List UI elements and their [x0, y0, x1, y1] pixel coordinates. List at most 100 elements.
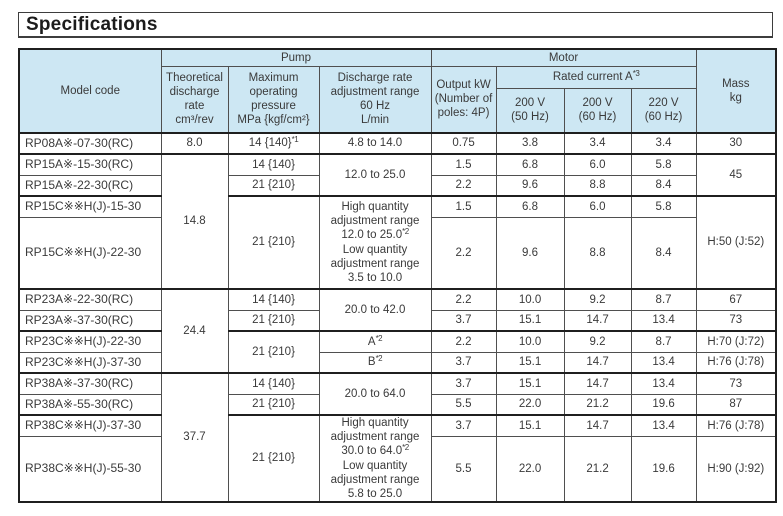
header-motor-group: Motor	[430, 48, 697, 67]
output-kw-cell: 2.2	[430, 330, 497, 353]
discharge-range-cell: 4.8 to 14.0	[318, 132, 432, 155]
current-220v-60hz-cell: 13.4	[630, 309, 697, 332]
output-kw-cell: 2.2	[430, 288, 497, 311]
current-200v-60hz-cell: 8.8	[563, 174, 632, 197]
output-kw-cell: 3.7	[430, 414, 497, 437]
output-kw-cell: 2.2	[430, 174, 497, 197]
current-200v-60hz-cell: 21.2	[563, 435, 632, 503]
model-code-cell: RP38A※-37-30(RC)	[18, 372, 162, 395]
page-title: Specifications	[26, 13, 158, 35]
mass-cell: 73	[695, 372, 777, 395]
header-row-groups: Model code Pump Motor Mass kg	[18, 48, 777, 134]
current-220v-60hz-cell: 8.7	[630, 330, 697, 353]
current-220v-60hz-cell: 8.4	[630, 174, 697, 197]
table-row: RP08A※-07-30(RC) 8.0 14 {140}*1 4.8 to 1…	[18, 132, 777, 155]
current-220v-60hz-cell: 3.4	[630, 132, 697, 155]
table-row: RP38A※-37-30(RC) 37.7 14 {140} 20.0 to 6…	[18, 372, 777, 503]
output-kw-cell: 0.75	[430, 132, 497, 155]
current-200v-60hz-cell: 6.0	[563, 153, 632, 176]
discharge-range-cell: 12.0 to 25.0	[318, 153, 432, 197]
current-220v-60hz-cell: 5.8	[630, 195, 697, 218]
current-220v-60hz-cell: 13.4	[630, 414, 697, 437]
table-row: RP38C※※H(J)-55-30 5.5 22.0 21.2 19.6 H:9…	[18, 435, 777, 503]
current-200v-50hz-cell: 15.1	[495, 372, 565, 395]
current-220v-60hz-cell: 8.4	[630, 216, 697, 290]
current-200v-60hz-cell: 14.7	[563, 351, 632, 374]
table-header: Model code Pump Motor Mass kg Theoretica…	[18, 48, 777, 134]
header-max-pressure: Maximum operating pressure MPa {kgf/cm²}	[227, 65, 320, 134]
current-200v-60hz-cell: 14.7	[563, 372, 632, 395]
current-220v-60hz-cell: 13.4	[630, 372, 697, 395]
current-200v-60hz-cell: 6.0	[563, 195, 632, 218]
model-code-cell: RP08A※-07-30(RC)	[18, 132, 162, 155]
header-row-voltages: 200 V (50 Hz) 200 V (60 Hz) 220 V (60 Hz…	[19, 87, 776, 134]
table-row: RP23C※※H(J)-37-30 B*2 3.7 15.1 14.7 13.4…	[18, 351, 777, 374]
pressure-cell: 21 {210}	[227, 309, 320, 332]
current-200v-60hz-cell: 14.7	[563, 309, 632, 332]
model-code-cell: RP15C※※H(J)-22-30	[18, 216, 162, 290]
pressure-cell: 21 {210}	[227, 174, 320, 197]
table-row: RP23A※-22-30(RC) 24.4 14 {140} 20.0 to 4…	[18, 288, 777, 374]
header-row-sub: Theoretical discharge rate cm³/rev Maxim…	[19, 65, 776, 134]
header-220v-60hz: 220 V (60 Hz)	[630, 87, 697, 134]
header-discharge-range: Discharge rate adjustment range 60 Hz L/…	[318, 65, 432, 134]
current-200v-60hz-cell: 21.2	[563, 393, 632, 416]
output-kw-cell: 5.5	[430, 393, 497, 416]
theoretical-discharge-cell: 24.4	[160, 288, 229, 374]
current-200v-50hz-cell: 15.1	[495, 351, 565, 374]
current-220v-60hz-cell: 13.4	[630, 351, 697, 374]
specifications-table: Model code Pump Motor Mass kg Theoretica…	[18, 48, 778, 503]
pressure-cell: 14 {140}	[227, 372, 320, 395]
header-rated-current: Rated current A*3	[495, 65, 697, 89]
header-200v-60hz: 200 V (60 Hz)	[563, 87, 632, 134]
header-output-kw: Output kW (Number of poles: 4P)	[430, 65, 497, 134]
mass-cell: H:76 (J:78)	[695, 351, 777, 374]
discharge-range-cell: A*2	[318, 330, 432, 353]
theoretical-discharge-cell: 37.7	[160, 372, 229, 503]
discharge-range-cell: 20.0 to 64.0	[318, 372, 432, 416]
current-200v-50hz-cell: 9.6	[495, 216, 565, 290]
current-200v-60hz-cell: 9.2	[563, 288, 632, 311]
model-code-cell: RP15A※-15-30(RC)	[18, 153, 162, 176]
theoretical-discharge-cell: 14.8	[160, 153, 229, 290]
output-kw-cell: 2.2	[430, 216, 497, 290]
current-200v-50hz-cell: 9.6	[495, 174, 565, 197]
mass-cell: 45	[695, 153, 777, 197]
model-code-cell: RP38C※※H(J)-55-30	[18, 435, 162, 503]
current-200v-50hz-cell: 6.8	[495, 153, 565, 176]
mass-cell: 30	[695, 132, 777, 155]
model-code-cell: RP15C※※H(J)-15-30	[18, 195, 162, 218]
model-code-cell: RP23A※-37-30(RC)	[18, 309, 162, 332]
discharge-range-cell: 20.0 to 42.0	[318, 288, 432, 332]
discharge-range-cell: B*2	[318, 351, 432, 374]
header-200v-50hz: 200 V (50 Hz)	[495, 87, 565, 134]
current-200v-50hz-cell: 3.8	[495, 132, 565, 155]
table-row: RP15A※-15-30(RC) 14.8 14 {140} 12.0 to 2…	[18, 153, 777, 290]
output-kw-cell: 3.7	[430, 351, 497, 374]
pressure-cell: 14 {140}*1	[227, 132, 320, 155]
theoretical-discharge-cell: 8.0	[160, 132, 229, 155]
current-220v-60hz-cell: 5.8	[630, 153, 697, 176]
table-row: RP38C※※H(J)-37-30 21 {210} High quantity…	[18, 414, 777, 503]
table-row: RP23C※※H(J)-22-30 21 {210} A*2 2.2 10.0 …	[18, 330, 777, 374]
current-200v-60hz-cell: 3.4	[563, 132, 632, 155]
current-200v-50hz-cell: 10.0	[495, 330, 565, 353]
output-kw-cell: 3.7	[430, 372, 497, 395]
current-200v-50hz-cell: 22.0	[495, 435, 565, 503]
output-kw-cell: 1.5	[430, 153, 497, 176]
model-code-cell: RP38A※-55-30(RC)	[18, 393, 162, 416]
output-kw-cell: 3.7	[430, 309, 497, 332]
pressure-cell: 21 {210}	[227, 393, 320, 416]
output-kw-cell: 5.5	[430, 435, 497, 503]
current-200v-60hz-cell: 8.8	[563, 216, 632, 290]
model-code-cell: RP38C※※H(J)-37-30	[18, 414, 162, 437]
current-200v-50hz-cell: 6.8	[495, 195, 565, 218]
discharge-range-cell: High quantity adjustment range 12.0 to 2…	[318, 195, 432, 290]
model-code-cell: RP23C※※H(J)-37-30	[18, 351, 162, 374]
current-220v-60hz-cell: 8.7	[630, 288, 697, 311]
header-mass: Mass kg	[695, 48, 777, 134]
mass-cell: 73	[695, 309, 777, 332]
current-220v-60hz-cell: 19.6	[630, 393, 697, 416]
current-220v-60hz-cell: 19.6	[630, 435, 697, 503]
current-200v-50hz-cell: 15.1	[495, 309, 565, 332]
